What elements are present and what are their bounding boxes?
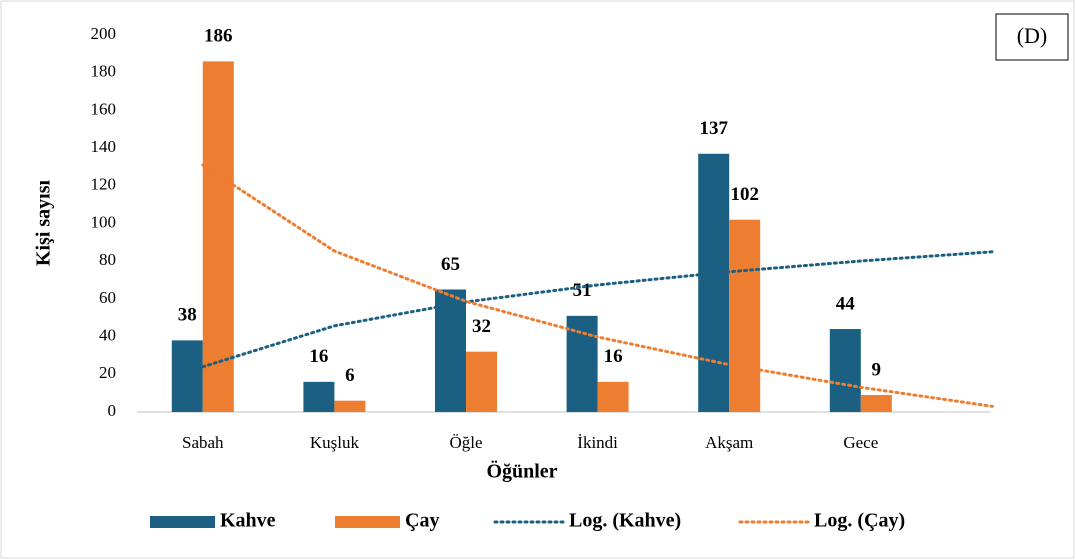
legend-label: Log. (Çay) — [814, 510, 905, 532]
bar — [860, 395, 892, 412]
data-label: 44 — [836, 293, 856, 314]
data-label: 51 — [573, 280, 592, 301]
x-tick-label: Akşam — [705, 433, 753, 452]
y-tick-label: 200 — [91, 24, 117, 43]
bar — [829, 329, 861, 412]
y-tick-label: 0 — [108, 401, 117, 420]
bar — [466, 351, 497, 412]
legend-label: Çay — [405, 510, 439, 532]
data-label: 32 — [472, 316, 491, 337]
data-label: 186 — [204, 26, 233, 47]
bar — [566, 315, 598, 412]
annotation-box — [995, 13, 1069, 61]
data-label: 102 — [730, 184, 759, 205]
data-label: 16 — [604, 346, 623, 367]
x-tick-label: İkindi — [577, 433, 618, 452]
x-tick-label: Kuşluk — [310, 433, 360, 452]
x-tick-label: Öğle — [449, 433, 482, 452]
data-label: 6 — [345, 365, 355, 386]
y-tick-label: 120 — [91, 175, 117, 194]
bar — [435, 289, 466, 412]
y-tick-label: 100 — [91, 212, 117, 231]
legend-swatch — [150, 516, 215, 528]
trendline — [201, 250, 994, 369]
bar — [597, 381, 629, 412]
data-label: 38 — [178, 305, 197, 326]
bar — [202, 61, 234, 412]
x-tick-label: Sabah — [182, 433, 224, 452]
trendline — [201, 163, 994, 408]
y-tick-label: 80 — [99, 250, 116, 269]
legend-label: Kahve — [220, 510, 276, 532]
y-tick-label: 160 — [91, 99, 117, 118]
y-axis-title: Kişi sayısı — [33, 179, 55, 266]
bar — [698, 153, 730, 412]
y-tick-label: 60 — [99, 288, 116, 307]
annotation: (D) — [1017, 23, 1048, 48]
bar — [729, 219, 761, 412]
bar — [334, 400, 366, 412]
data-label: 9 — [872, 359, 882, 380]
legend-swatch — [335, 516, 400, 528]
data-label: 65 — [441, 254, 460, 275]
bar — [303, 381, 335, 412]
y-tick-label: 40 — [99, 326, 116, 345]
legend-label: Log. (Kahve) — [569, 510, 681, 532]
data-label: 137 — [699, 118, 728, 139]
bar — [171, 340, 203, 412]
x-axis-title: Öğünler — [486, 460, 557, 483]
x-tick-label: Gece — [843, 433, 878, 452]
y-tick-label: 180 — [91, 62, 117, 81]
y-tick-label: 140 — [91, 137, 117, 156]
data-label: 16 — [309, 346, 328, 367]
y-tick-label: 20 — [99, 363, 116, 382]
